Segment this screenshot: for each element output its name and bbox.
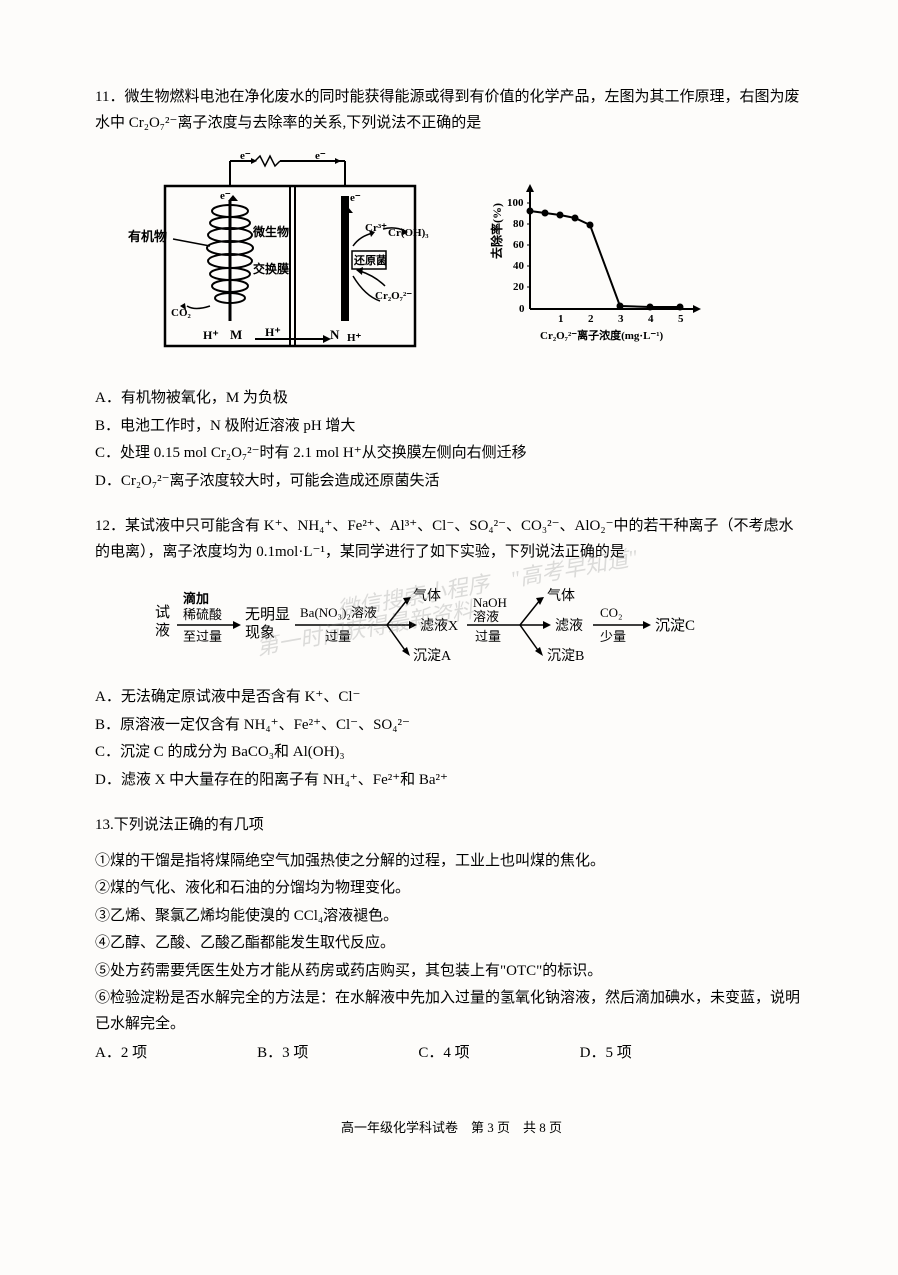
q13-item-6: ⑥检验淀粉是否水解完全的方法是：在水解液中先加入过量的氢氧化钠溶液，然后滴加碘水… [95, 986, 808, 1037]
q11-left-diagram: e⁻ e⁻ e⁻ e⁻ 有机物 微生物 交换膜 [125, 151, 435, 371]
q13-ans-d: D．5 项 [580, 1041, 632, 1067]
svg-text:Cr³⁺: Cr³⁺ [365, 222, 387, 234]
q11-stem: 11．微生物燃料电池在净化废水的同时能获得能源或得到有价值的化学产品，左图为其工… [95, 85, 808, 136]
q11-option-d: D．Cr₂O₇²⁻离子浓度较大时，可能会造成还原菌失活 [95, 469, 808, 495]
svg-text:H⁺: H⁺ [347, 332, 362, 344]
svg-text:H⁺: H⁺ [265, 325, 281, 339]
page-footer: 高一年级化学科试卷 第 3 页 共 8 页 [95, 1117, 808, 1139]
svg-text:沉淀A: 沉淀A [413, 648, 452, 664]
q13-ans-a: A．2 项 [95, 1041, 147, 1067]
svg-text:滴加: 滴加 [183, 591, 209, 606]
svg-text:20: 20 [513, 281, 525, 293]
svg-text:H⁺: H⁺ [203, 328, 219, 342]
q12-options: A．无法确定原试液中是否含有 K⁺、Cl⁻ B．原溶液一定仅含有 NH₄⁺、Fe… [95, 685, 808, 793]
svg-text:过量: 过量 [475, 629, 501, 644]
svg-text:气体: 气体 [547, 588, 575, 604]
svg-text:无明显: 无明显 [245, 606, 290, 623]
e-top-right: e⁻ [315, 151, 326, 162]
svg-text:80: 80 [513, 218, 525, 230]
q11-chart: 100 80 60 40 20 0 1 2 3 4 5 去除率(%) Cr₂O₇… [485, 174, 710, 349]
e-top-left: e⁻ [240, 151, 251, 162]
svg-text:5: 5 [678, 313, 684, 325]
svg-text:少量: 少量 [600, 629, 626, 644]
svg-text:稀硫酸: 稀硫酸 [183, 607, 222, 622]
svg-text:去除率(%): 去除率(%) [489, 203, 504, 259]
label-organic: 有机物 [128, 229, 167, 244]
q13-item-1: ①煤的干馏是指将煤隔绝空气加强热使之分解的过程，工业上也叫煤的焦化。 [95, 849, 808, 875]
svg-text:试: 试 [155, 604, 170, 621]
svg-text:沉淀C: 沉淀C [655, 617, 695, 634]
q13-stem: 13.下列说法正确的有几项 [95, 813, 808, 839]
q11-figures: e⁻ e⁻ e⁻ e⁻ 有机物 微生物 交换膜 [125, 151, 808, 371]
q13-ans-c: C．4 项 [418, 1041, 469, 1067]
label-reduce-bac: 还原菌 [353, 253, 387, 267]
q12-option-a: A．无法确定原试液中是否含有 K⁺、Cl⁻ [95, 685, 808, 711]
q13-answers: A．2 项 B．3 项 C．4 项 D．5 项 [95, 1041, 808, 1067]
q11-option-a: A．有机物被氧化，M 为负极 [95, 386, 808, 412]
label-microbe: 微生物 [252, 224, 289, 239]
svg-text:过量: 过量 [325, 629, 351, 644]
q12-option-c: C．沉淀 C 的成分为 BaCO₃和 Al(OH)₃ [95, 740, 808, 766]
svg-text:Ba(NO₃)₂溶液: Ba(NO₃)₂溶液 [300, 605, 377, 620]
svg-text:现象: 现象 [245, 624, 275, 641]
svg-text:CO₂: CO₂ [600, 605, 623, 620]
q13-items: ①煤的干馏是指将煤隔绝空气加强热使之分解的过程，工业上也叫煤的焦化。 ②煤的气化… [95, 849, 808, 1038]
svg-text:1: 1 [558, 313, 564, 325]
svg-text:4: 4 [648, 313, 654, 325]
q12-option-b: B．原溶液一定仅含有 NH₄⁺、Fe²⁺、Cl⁻、SO₄²⁻ [95, 713, 808, 739]
svg-text:滤液: 滤液 [555, 618, 583, 634]
q13-item-5: ⑤处方药需要凭医生处方才能从药房或药店购买，其包装上有"OTC"的标识。 [95, 959, 808, 985]
q11-option-c: C．处理 0.15 mol Cr₂O₇²⁻时有 2.1 mol H⁺从交换膜左侧… [95, 441, 808, 467]
q12-option-d: D．滤液 X 中大量存在的阳离子有 NH₄⁺、Fe²⁺和 Ba²⁺ [95, 768, 808, 794]
q11-option-b: B．电池工作时，N 极附近溶液 pH 增大 [95, 414, 808, 440]
svg-text:溶液: 溶液 [473, 609, 499, 624]
svg-text:M: M [230, 327, 242, 342]
svg-text:Cr₂O₇²⁻离子浓度(mg·L⁻¹): Cr₂O₇²⁻离子浓度(mg·L⁻¹) [540, 328, 664, 342]
svg-text:N: N [330, 327, 340, 342]
svg-text:100: 100 [507, 197, 524, 209]
svg-text:2: 2 [588, 313, 594, 325]
svg-text:40: 40 [513, 260, 525, 272]
svg-text:液: 液 [155, 622, 170, 639]
svg-text:e⁻: e⁻ [350, 192, 361, 204]
svg-text:Cr₂O₇²⁻: Cr₂O₇²⁻ [375, 290, 412, 302]
svg-text:至过量: 至过量 [183, 629, 222, 644]
svg-text:0: 0 [519, 303, 525, 315]
q12-stem: 12．某试液中只可能含有 K⁺、NH₄⁺、Fe²⁺、Al³⁺、Cl⁻、SO₄²⁻… [95, 514, 808, 565]
q13-ans-b: B．3 项 [257, 1041, 308, 1067]
svg-text:沉淀B: 沉淀B [547, 648, 584, 664]
svg-text:滤液X: 滤液X [420, 618, 458, 634]
svg-text:气体: 气体 [413, 588, 441, 604]
svg-text:60: 60 [513, 239, 525, 251]
svg-text:CO₂: CO₂ [171, 307, 192, 319]
q13-item-2: ②煤的气化、液化和石油的分馏均为物理变化。 [95, 876, 808, 902]
q11-options: A．有机物被氧化，M 为负极 B．电池工作时，N 极附近溶液 pH 增大 C．处… [95, 386, 808, 494]
q13-item-4: ④乙醇、乙酸、乙酸乙酯都能发生取代反应。 [95, 931, 808, 957]
svg-text:3: 3 [618, 313, 624, 325]
q12-flow: 微信搜索小程序 "高考早知道" 第一时间获得最新资料 试 液 滴加 稀硫酸 至过… [155, 575, 808, 675]
svg-text:Cr(OH)₃: Cr(OH)₃ [388, 227, 429, 239]
q13-item-3: ③乙烯、聚氯乙烯均能使溴的 CCl₄溶液褪色。 [95, 904, 808, 930]
svg-text:NaOH: NaOH [473, 595, 507, 610]
